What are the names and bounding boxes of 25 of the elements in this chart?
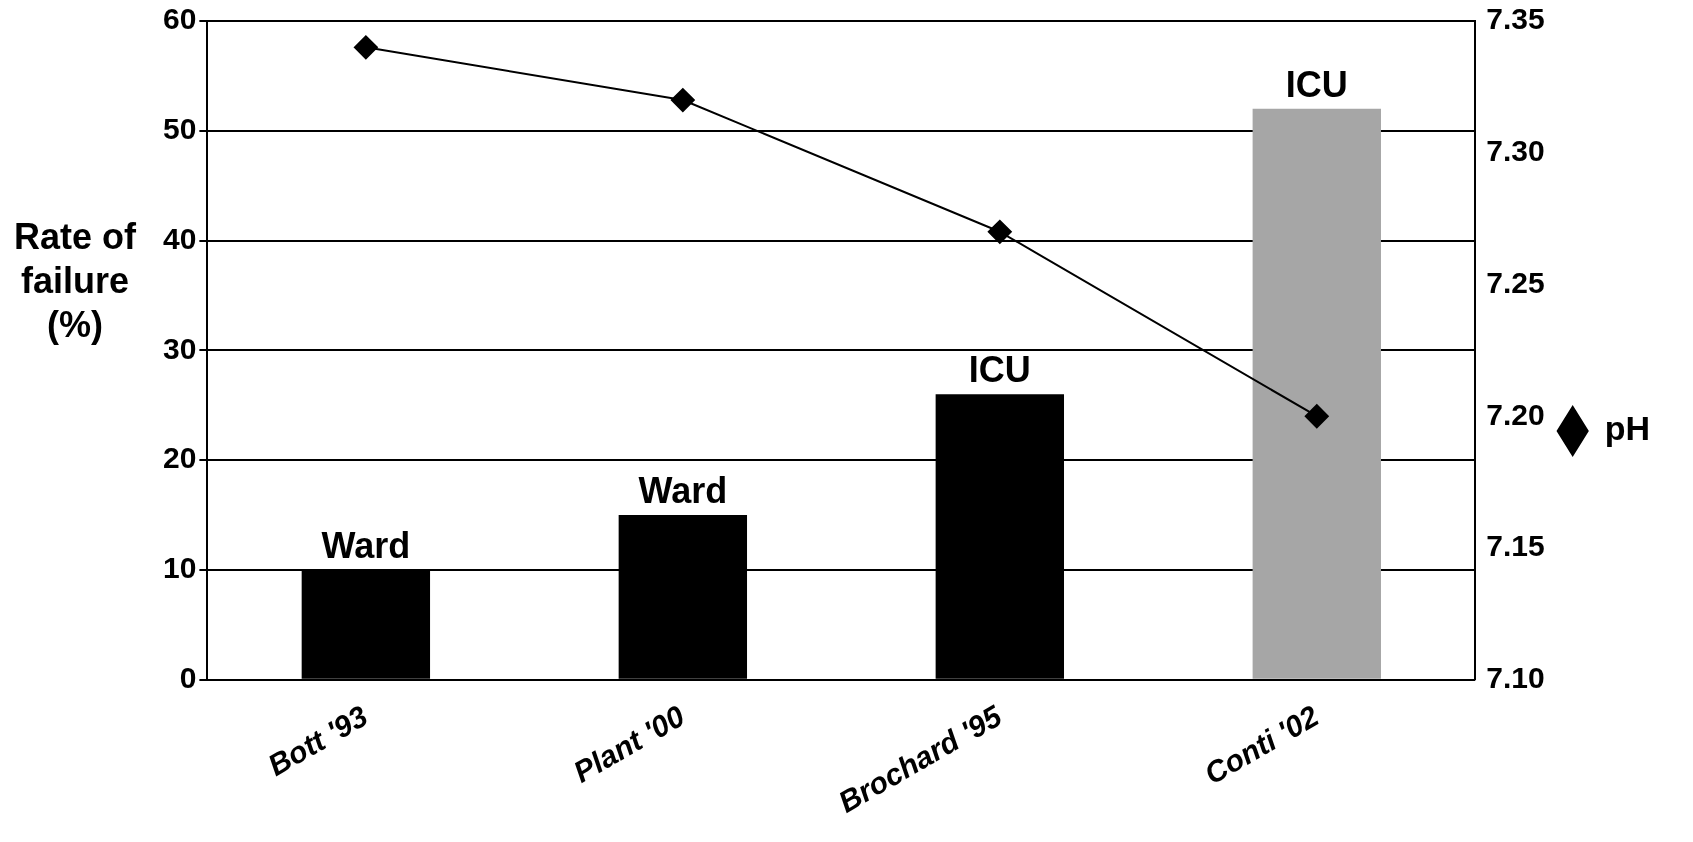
bar: [1252, 108, 1381, 679]
point: [670, 88, 695, 113]
annotation: Ward: [638, 469, 728, 511]
y2-tick-label: 7.15: [1486, 529, 1545, 563]
y2-tick-label: 7.35: [1486, 2, 1545, 36]
y2-tick-label: 7.10: [1486, 660, 1545, 694]
y-tick-label: 10: [162, 551, 197, 585]
y-tick-label: 60: [162, 2, 197, 36]
y-tick-label: 50: [162, 112, 197, 146]
y-tick-label: 0: [179, 660, 197, 694]
y-axis-title: Rate of failure (%): [13, 215, 137, 347]
point: [353, 35, 378, 60]
y2-tick-label: 7.20: [1486, 397, 1545, 431]
x-tick-label: Bott '93: [262, 698, 374, 783]
point: [987, 219, 1012, 244]
annotation: ICU: [968, 349, 1031, 391]
legend-label: pH: [1604, 409, 1651, 448]
annotation: Ward: [321, 524, 411, 566]
point: [1304, 404, 1329, 429]
y-tick-label: 30: [162, 331, 197, 365]
y-tick-label: 40: [162, 221, 197, 255]
y-tick-label: 20: [162, 441, 197, 475]
annotation: ICU: [1285, 63, 1348, 105]
y2-tick-label: 7.25: [1486, 265, 1545, 299]
y2-tick-label: 7.30: [1486, 134, 1545, 168]
